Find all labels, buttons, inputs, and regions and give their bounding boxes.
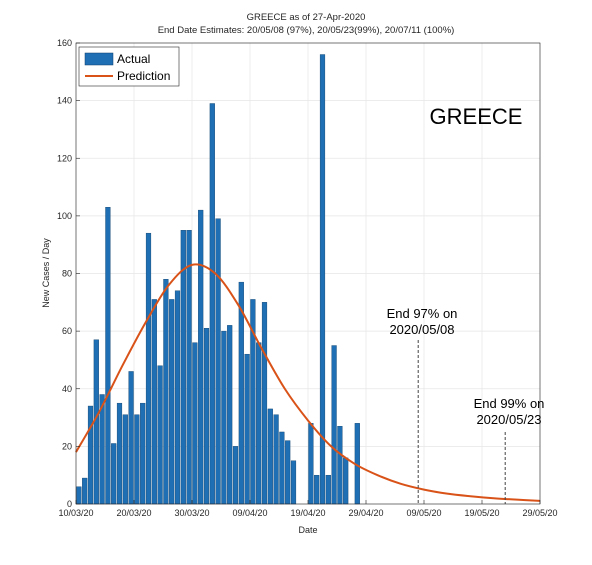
chart-title: GREECE as of 27-Apr-2020 (247, 12, 366, 23)
bar (209, 103, 215, 505)
annotation-99-line1: End 99% on (474, 396, 545, 411)
legend-label-prediction: Prediction (117, 69, 170, 83)
bar (198, 209, 204, 505)
bar (244, 353, 250, 505)
bar (134, 414, 140, 505)
bar (227, 325, 233, 505)
bar (279, 431, 285, 505)
bar (111, 443, 117, 505)
y-tick-label: 160 (57, 38, 72, 48)
bar (331, 345, 337, 505)
bar (145, 232, 152, 505)
legend-swatch-actual (84, 52, 114, 66)
bar (151, 299, 157, 505)
bar (76, 486, 82, 505)
bar (308, 423, 314, 505)
y-tick-label: 40 (62, 384, 72, 394)
x-tick-label: 29/04/20 (348, 508, 383, 518)
bar (267, 408, 273, 505)
x-tick-label: 19/05/20 (464, 508, 499, 518)
bar (87, 405, 94, 505)
y-tick-label: 60 (62, 326, 72, 336)
annotation-99-line2: 2020/05/23 (476, 412, 541, 427)
bar (290, 460, 297, 505)
annotation-97-line1: End 97% on (387, 306, 458, 321)
bar (163, 279, 169, 505)
bar (273, 414, 279, 505)
legend-label-actual: Actual (117, 52, 150, 66)
bar (256, 342, 262, 505)
chart-subtitle: End Date Estimates: 20/05/08 (97%), 20/0… (158, 25, 455, 36)
bar (128, 371, 134, 505)
bar (157, 365, 163, 505)
bar (203, 328, 210, 505)
bar (192, 342, 198, 505)
bar (314, 474, 320, 505)
annotation-97-line2: 2020/05/08 (389, 322, 454, 337)
grid (75, 42, 541, 505)
bar (186, 230, 192, 505)
bar (174, 290, 181, 505)
x-tick-label: 20/03/20 (116, 508, 151, 518)
bar (169, 299, 175, 505)
bar (261, 302, 268, 505)
bar (343, 457, 349, 505)
country-label: GREECE (430, 104, 523, 129)
x-tick-label: 30/03/20 (174, 508, 209, 518)
bars (76, 54, 360, 505)
end-date-lines (417, 340, 506, 504)
x-tick-label: 09/05/20 (406, 508, 441, 518)
x-axis-label: Date (298, 525, 317, 535)
bar (325, 474, 331, 505)
x-tick-label: 29/05/20 (522, 508, 557, 518)
x-tick-label: 19/04/20 (290, 508, 325, 518)
y-tick-label: 0 (67, 499, 72, 509)
bar (285, 440, 291, 505)
bar (238, 281, 244, 505)
y-axis-label: New Cases / Day (41, 238, 51, 308)
bar (122, 414, 128, 505)
bar (116, 402, 123, 505)
y-tick-label: 20 (62, 441, 72, 451)
bar (221, 330, 227, 505)
prediction-line (75, 263, 541, 502)
y-tick-label: 140 (57, 96, 72, 106)
y-tick-label: 100 (57, 211, 72, 221)
bar (82, 477, 88, 505)
bar (105, 207, 111, 505)
y-ticks: 0 20 40 60 80 100 120 140 160 (57, 38, 80, 509)
y-tick-label: 120 (57, 153, 72, 163)
bar (337, 426, 343, 505)
x-tick-label: 10/03/20 (58, 508, 93, 518)
x-ticks: 10/03/20 20/03/20 30/03/20 09/04/20 19/04/20… (58, 500, 558, 518)
bar (140, 402, 146, 505)
bar (232, 446, 239, 505)
y-tick-label: 80 (62, 269, 72, 279)
bar (215, 218, 221, 505)
legend: Actual Prediction (78, 46, 180, 87)
x-tick-label: 09/04/20 (232, 508, 267, 518)
